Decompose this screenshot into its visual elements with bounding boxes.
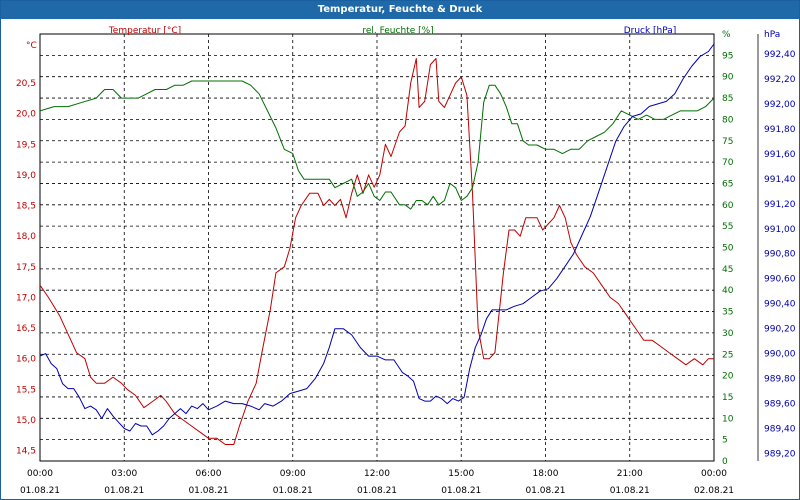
temperature-tick: 16,5 [16,324,36,334]
humidity-tick: 65 [722,179,733,189]
humidity-tick: 50 [722,244,734,254]
temperature-series-line [39,58,714,445]
pressure-tick: hPa [764,30,780,40]
temperature-tick: 15,0 [16,416,36,426]
humidity-tick: 55 [722,222,733,232]
pressure-tick: 991,40 [764,175,796,185]
humidity-tick: 75 [722,137,733,147]
temperature-tick: 20,0 [16,110,36,120]
pressure-tick: 989,60 [764,400,796,410]
x-tick-date: 01.08.21 [104,486,144,496]
pressure-series-line [39,43,715,436]
humidity-tick: 95 [722,51,733,61]
pressure-tick: 990,60 [764,275,796,285]
humidity-tick: 10 [722,414,734,424]
humidity-tick: 80 [722,115,734,125]
humidity-tick: 25 [722,350,733,360]
pressure-tick: 991,80 [764,125,796,135]
x-tick-time: 06:00 [196,469,222,479]
temperature-tick: 17,5 [16,263,36,273]
x-tick-time: 00:00 [27,469,53,479]
grid [39,33,715,462]
x-tick-time: 18:00 [533,469,559,479]
humidity-tick: 15 [722,393,733,403]
pressure-tick: 992,40 [764,50,796,60]
humidity-tick: 70 [722,158,734,168]
pressure-tick: 991,00 [764,225,796,235]
x-tick-date: 01.08.21 [357,486,397,496]
x-tick-date: 01.08.21 [441,486,481,496]
x-tick-date: 02.08.21 [694,486,734,496]
pressure-tick: 990,00 [764,350,796,360]
x-tick-time: 00:00 [701,469,727,479]
humidity-tick: 90 [722,73,734,83]
pressure-tick: 990,40 [764,300,796,310]
temperature-tick: 16,0 [16,355,36,365]
x-tick-time: 09:00 [280,469,306,479]
temperature-tick: 18,0 [16,232,36,242]
x-tick-time: 03:00 [111,469,137,479]
x-tick-date: 01.08.21 [188,486,228,496]
humidity-tick: 45 [722,265,733,275]
x-tick-time: 21:00 [617,469,643,479]
temperature-tick: 19,5 [16,140,36,150]
humidity-tick: 35 [722,308,733,318]
pressure-tick: 992,20 [764,75,796,85]
pressure-tick: 989,40 [764,425,796,435]
pressure-tick: 990,80 [764,250,796,260]
temperature-tick: 15,5 [16,385,36,395]
x-tick-date: 01.08.21 [20,486,60,496]
humidity-tick: 20 [722,372,734,382]
humidity-axis-label: rel. Feuchte [%] [362,26,433,36]
humidity-tick: 85 [722,94,733,104]
temperature-tick: 14,5 [16,447,36,457]
temperature-unit: °C [26,41,37,51]
pressure-tick: 990,20 [764,325,796,335]
temperature-tick: 17,0 [16,293,36,303]
x-tick-date: 01.08.21 [273,486,313,496]
temperature-tick: 18,5 [16,202,36,212]
humidity-series-line [39,80,715,210]
pressure-tick: 989,20 [764,450,796,460]
pressure-tick: 989,80 [764,375,796,385]
humidity-tick: 30 [722,329,734,339]
temperature-axis-label: Temperatur [°C] [108,26,181,36]
x-tick-time: 12:00 [364,469,390,479]
pressure-axis-label: Druck [hPa] [624,26,677,36]
humidity-tick: 5 [722,436,728,446]
pressure-tick: 992,00 [764,100,796,110]
pressure-tick: 991,20 [764,200,796,210]
humidity-tick: % [722,30,731,40]
temperature-tick: 20,5 [16,79,36,89]
x-tick-date: 01.08.21 [525,486,565,496]
x-tick-time: 15:00 [448,469,474,479]
series-layer [39,43,715,445]
pressure-tick: 991,60 [764,150,796,160]
x-tick-date: 01.08.21 [610,486,650,496]
chart-title: Temperatur, Feuchte & Druck [1,1,799,19]
humidity-tick: 60 [722,201,734,211]
axis-layer: 00:00 01.08.21 03:00 01.08.21 06:00 01.08.21 0… [16,26,796,496]
humidity-tick: 40 [722,286,734,296]
humidity-tick: 0 [722,457,728,467]
temperature-tick: 19,0 [16,171,36,181]
